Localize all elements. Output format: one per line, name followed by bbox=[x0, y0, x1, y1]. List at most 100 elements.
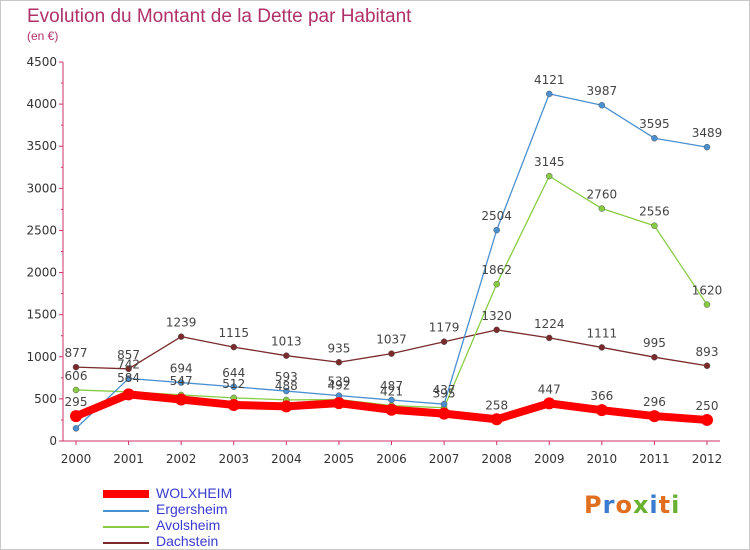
y-tick-label: 4500 bbox=[26, 55, 57, 69]
legend-label: Dachstein bbox=[156, 533, 219, 549]
data-label: 857 bbox=[117, 348, 140, 362]
data-label: 694 bbox=[170, 362, 193, 376]
data-label: 1037 bbox=[376, 333, 407, 347]
data-point bbox=[177, 333, 185, 340]
data-label: 1320 bbox=[481, 309, 512, 323]
data-point bbox=[440, 338, 448, 345]
data-point bbox=[283, 352, 290, 359]
x-tick-label: 2007 bbox=[429, 452, 460, 466]
data-label: 1620 bbox=[692, 284, 723, 298]
legend-label: Ergersheim bbox=[156, 501, 228, 517]
x-tick-label: 2009 bbox=[534, 452, 565, 466]
data-label: 995 bbox=[643, 336, 666, 350]
x-tick-label: 2011 bbox=[639, 452, 670, 466]
data-point bbox=[546, 334, 553, 342]
data-label: 512 bbox=[222, 377, 245, 391]
data-point bbox=[230, 343, 237, 351]
y-tick-label: 2000 bbox=[26, 266, 57, 280]
legend-label: Avolsheim bbox=[156, 517, 221, 533]
chart-title: Evolution du Montant de la Dette par Hab… bbox=[27, 6, 412, 27]
data-point bbox=[543, 397, 556, 410]
logo-letter: o bbox=[615, 491, 633, 519]
data-point bbox=[651, 353, 658, 361]
x-tick-label: 2004 bbox=[271, 452, 302, 466]
data-point bbox=[648, 410, 661, 423]
x-tick-label: 2001 bbox=[113, 452, 144, 466]
x-tick-label: 2003 bbox=[218, 452, 249, 466]
data-point bbox=[440, 400, 448, 408]
data-label: 593 bbox=[275, 370, 298, 384]
data-label: 742 bbox=[117, 358, 140, 372]
data-point bbox=[335, 359, 343, 366]
chart-subtitle: (en €) bbox=[27, 29, 59, 43]
data-point bbox=[230, 383, 237, 391]
data-label: 4121 bbox=[534, 73, 565, 87]
legend-swatch bbox=[103, 490, 149, 498]
data-label: 877 bbox=[65, 346, 88, 360]
y-tick-label: 3500 bbox=[26, 139, 57, 153]
data-point bbox=[598, 101, 606, 109]
data-point bbox=[598, 344, 606, 351]
data-point bbox=[493, 226, 500, 234]
legend-swatch bbox=[103, 510, 149, 512]
y-tick-label: 3000 bbox=[26, 181, 57, 195]
data-label: 935 bbox=[327, 341, 350, 355]
x-tick-label: 2010 bbox=[587, 452, 618, 466]
data-label: 295 bbox=[65, 395, 88, 409]
data-point bbox=[703, 301, 711, 308]
data-point bbox=[332, 397, 345, 410]
data-label: 547 bbox=[170, 374, 193, 388]
x-tick-label: 2002 bbox=[166, 452, 197, 466]
data-point bbox=[595, 404, 608, 417]
data-point bbox=[701, 413, 713, 426]
data-point bbox=[388, 396, 395, 404]
x-tick-label: 2000 bbox=[61, 452, 92, 466]
data-point bbox=[72, 363, 80, 371]
x-tick-label: 2012 bbox=[692, 452, 723, 466]
data-label: 492 bbox=[327, 379, 350, 393]
data-label: 644 bbox=[222, 366, 245, 380]
data-point bbox=[546, 90, 553, 98]
data-point bbox=[72, 386, 80, 394]
x-tick-label: 2008 bbox=[481, 452, 512, 466]
data-label: 447 bbox=[538, 382, 561, 396]
y-tick-label: 500 bbox=[34, 392, 57, 406]
y-tick-label: 1500 bbox=[26, 308, 57, 322]
data-label: 539 bbox=[327, 375, 350, 389]
x-tick-label: 2006 bbox=[376, 452, 407, 466]
data-point bbox=[283, 387, 290, 395]
data-label: 250 bbox=[696, 399, 719, 413]
data-label: 606 bbox=[65, 369, 88, 383]
data-point bbox=[280, 400, 293, 413]
proxiti-logo: Proxiti bbox=[584, 491, 680, 519]
data-point bbox=[175, 393, 188, 406]
y-tick-label: 1000 bbox=[26, 350, 57, 364]
logo-letter: P bbox=[584, 491, 603, 519]
data-point bbox=[598, 205, 606, 212]
data-label: 1862 bbox=[481, 263, 512, 277]
data-label: 3987 bbox=[587, 84, 618, 98]
data-label: 1179 bbox=[429, 321, 460, 335]
data-label: 1239 bbox=[166, 316, 197, 330]
x-tick-label: 2005 bbox=[324, 452, 355, 466]
data-point bbox=[493, 280, 500, 288]
legend-swatch bbox=[103, 542, 149, 544]
data-label: 893 bbox=[696, 345, 719, 359]
data-label: 1224 bbox=[534, 317, 565, 331]
data-point bbox=[703, 143, 711, 151]
logo-letter: i bbox=[671, 491, 681, 519]
logo-letter: i bbox=[649, 491, 659, 519]
data-label: 2760 bbox=[587, 188, 618, 202]
data-point bbox=[227, 398, 240, 411]
data-point bbox=[490, 413, 503, 426]
data-label: 2504 bbox=[481, 209, 512, 223]
data-point bbox=[125, 365, 132, 373]
data-label: 1013 bbox=[271, 335, 302, 349]
data-label: 584 bbox=[117, 371, 140, 385]
data-label: 488 bbox=[275, 379, 298, 393]
data-label: 366 bbox=[590, 389, 613, 403]
data-label: 2556 bbox=[639, 205, 670, 219]
data-label: 1111 bbox=[587, 326, 618, 340]
